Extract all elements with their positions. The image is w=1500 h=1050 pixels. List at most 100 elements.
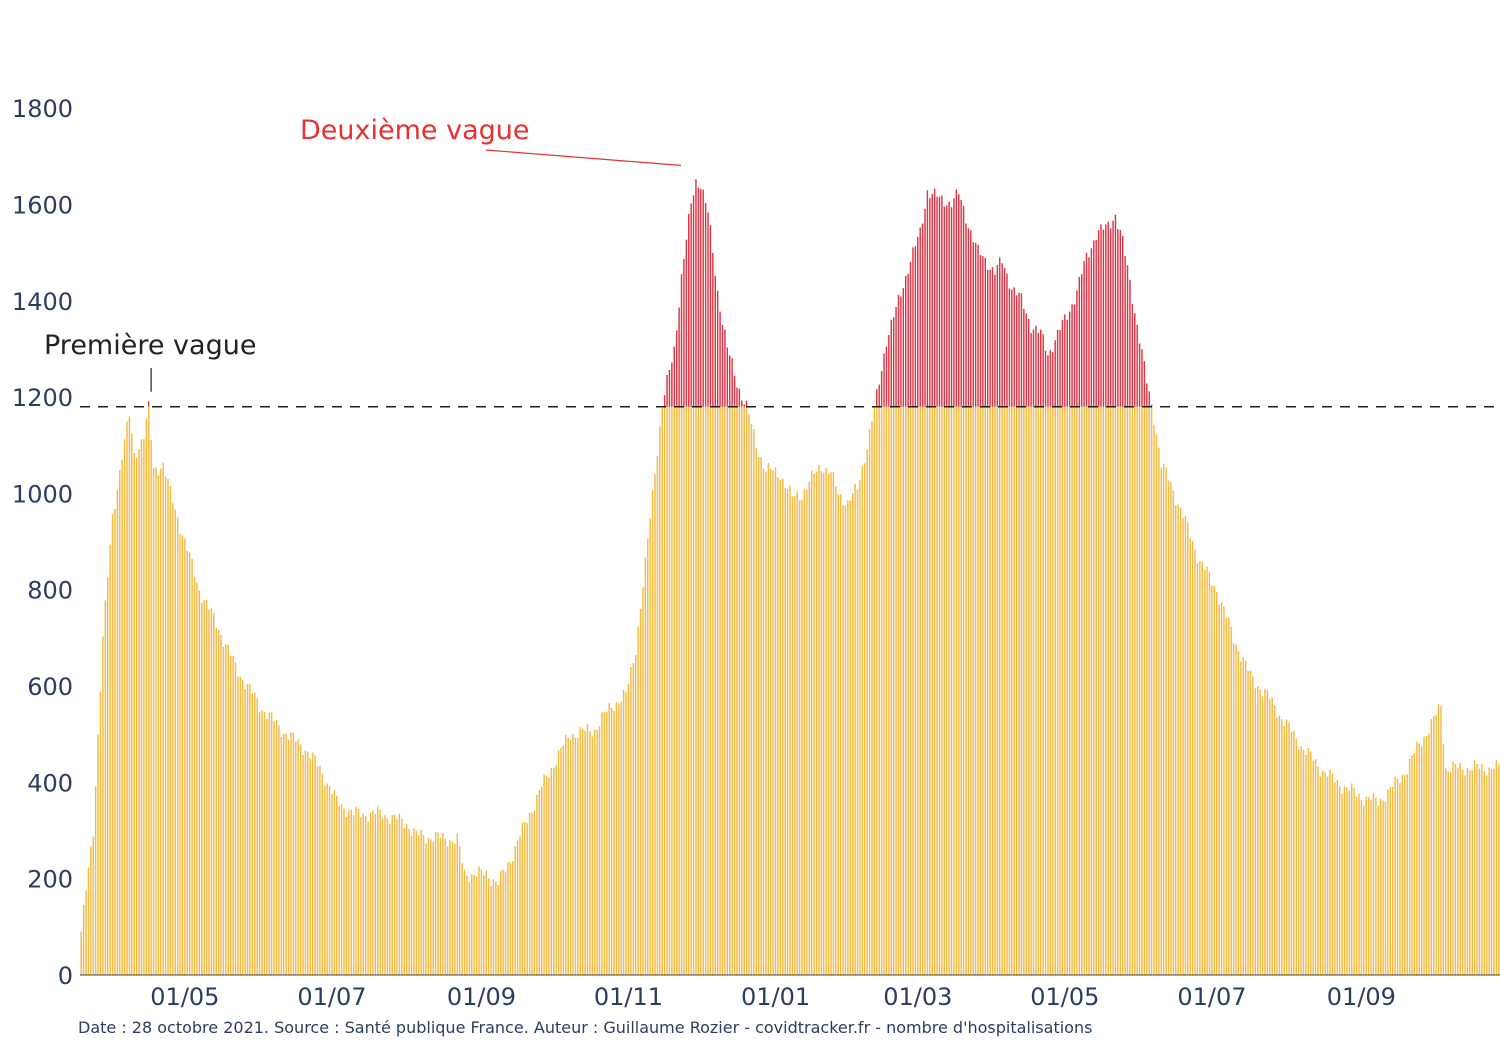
bar (690, 406, 692, 975)
bar (685, 406, 688, 975)
bar (1040, 406, 1042, 975)
bar (1220, 602, 1223, 975)
bar-above-threshold (692, 195, 695, 407)
bar (292, 732, 295, 975)
bar-above-threshold (1040, 329, 1042, 407)
bar-above-threshold (994, 274, 996, 407)
bar (357, 808, 360, 975)
bar (131, 433, 133, 975)
bar (121, 459, 123, 975)
bar (965, 406, 967, 975)
bar (1134, 406, 1136, 975)
bar (430, 839, 432, 975)
bar-above-threshold (683, 258, 685, 407)
bar (237, 676, 239, 975)
bar (1196, 562, 1199, 975)
bar-above-threshold (1117, 229, 1119, 407)
bar (538, 790, 540, 975)
bar (128, 416, 131, 976)
bar (806, 489, 808, 975)
bar (974, 406, 977, 975)
bar (92, 836, 94, 975)
bar (1182, 517, 1184, 975)
bar (1483, 771, 1486, 975)
bar-above-threshold (996, 265, 999, 407)
bar (777, 477, 779, 975)
bar (950, 406, 953, 975)
bar (825, 467, 827, 975)
bar-above-threshold (1035, 326, 1037, 407)
bar (1044, 406, 1047, 975)
bar (316, 766, 319, 975)
bar (456, 833, 459, 975)
bar (1302, 749, 1305, 975)
bar (543, 774, 545, 975)
bar (953, 406, 955, 975)
bar (673, 406, 676, 975)
bar (1102, 406, 1105, 975)
bar (1495, 759, 1498, 975)
bar (1442, 743, 1445, 975)
bar (454, 843, 456, 975)
bar (1413, 752, 1416, 975)
bar-above-threshold (900, 296, 902, 407)
bar (820, 471, 823, 975)
bar (1037, 406, 1040, 975)
bar (140, 439, 143, 976)
bar (1387, 789, 1389, 975)
bar (540, 786, 543, 975)
bar-above-threshold (688, 213, 690, 407)
bar (1237, 651, 1240, 975)
bar (282, 733, 285, 975)
bar (509, 862, 512, 975)
bar-above-threshold (907, 273, 909, 407)
bar (135, 457, 138, 975)
bar (1372, 792, 1375, 975)
bar (924, 406, 926, 975)
bar (1167, 480, 1170, 975)
bar-above-threshold (1141, 349, 1143, 407)
bar (1146, 406, 1148, 975)
bar (832, 471, 835, 975)
bar (449, 840, 451, 975)
bar (432, 842, 434, 975)
bar (748, 414, 750, 975)
bar (1211, 585, 1213, 975)
bar (1035, 406, 1037, 975)
bar-above-threshold (974, 242, 977, 407)
bar-above-threshold (675, 330, 678, 407)
bar-above-threshold (1078, 277, 1081, 407)
bar (311, 752, 314, 975)
bar (1488, 767, 1490, 975)
bar (697, 406, 700, 975)
bar (712, 406, 714, 975)
bar (769, 468, 772, 975)
bar-above-threshold (1121, 236, 1124, 407)
bar (333, 790, 336, 975)
bar (321, 773, 324, 975)
bar (201, 602, 203, 975)
bar (107, 577, 109, 975)
bar (251, 693, 254, 975)
bar (1445, 768, 1447, 975)
bar (90, 846, 92, 975)
bar-above-threshold (1044, 350, 1047, 407)
bar (1032, 406, 1035, 975)
bar-above-threshold (912, 247, 914, 407)
bar (647, 538, 649, 975)
bar (680, 406, 683, 975)
bar-above-threshold (1018, 292, 1020, 407)
bar (774, 467, 777, 975)
bar (205, 600, 208, 975)
bar-above-threshold (1090, 248, 1093, 407)
bar-above-threshold (1088, 257, 1090, 407)
bar-above-threshold (905, 275, 907, 407)
bar (475, 876, 478, 975)
bar (753, 429, 755, 976)
bar (1093, 406, 1095, 975)
bar (1278, 715, 1281, 975)
bar-above-threshold (958, 194, 960, 407)
bar (977, 406, 979, 975)
x-tick-label: 01/07 (1177, 983, 1246, 1011)
bar-above-threshold (733, 375, 736, 407)
